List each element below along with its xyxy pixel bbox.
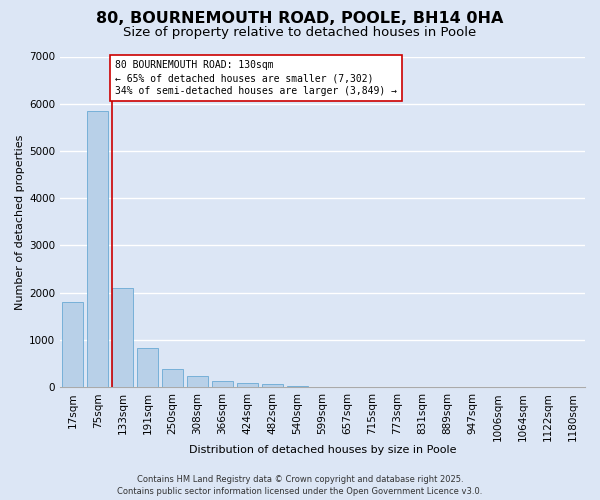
Bar	[162, 370, 183, 387]
Text: Size of property relative to detached houses in Poole: Size of property relative to detached ho…	[124, 26, 476, 39]
Text: Contains HM Land Registry data © Crown copyright and database right 2025.
Contai: Contains HM Land Registry data © Crown c…	[118, 474, 482, 496]
Bar	[212, 380, 233, 387]
Text: 80 BOURNEMOUTH ROAD: 130sqm
← 65% of detached houses are smaller (7,302)
34% of : 80 BOURNEMOUTH ROAD: 130sqm ← 65% of det…	[115, 60, 397, 96]
X-axis label: Distribution of detached houses by size in Poole: Distribution of detached houses by size …	[189, 445, 457, 455]
Bar	[237, 384, 258, 387]
Bar	[137, 348, 158, 387]
Text: 80, BOURNEMOUTH ROAD, POOLE, BH14 0HA: 80, BOURNEMOUTH ROAD, POOLE, BH14 0HA	[97, 11, 503, 26]
Y-axis label: Number of detached properties: Number of detached properties	[15, 134, 25, 310]
Bar	[262, 384, 283, 387]
Bar	[62, 302, 83, 387]
Bar	[187, 376, 208, 387]
Bar	[87, 111, 108, 387]
Bar	[112, 288, 133, 387]
Bar	[287, 386, 308, 387]
